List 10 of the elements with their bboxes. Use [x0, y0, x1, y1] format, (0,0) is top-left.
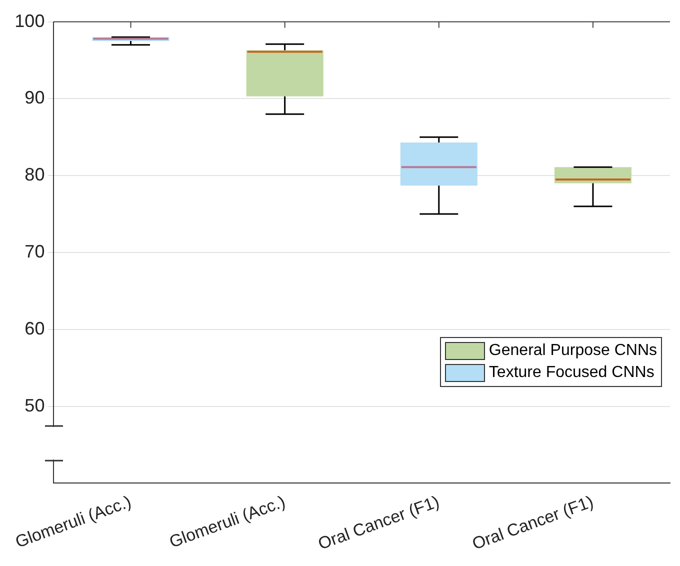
y-tick-label: 90 [24, 88, 45, 108]
y-tick-label: 60 [24, 318, 45, 338]
y-tick-label: 70 [24, 241, 45, 262]
y-tick-label: 80 [24, 164, 45, 185]
legend-label: General Purpose CNNs [488, 342, 657, 360]
y-tick-label: 100 [14, 10, 45, 31]
legend-label: Texture Focused CNNs [488, 364, 654, 382]
x-tick-label: Oral Cancer (F1) [470, 492, 596, 554]
y-tick-label: 50 [24, 395, 45, 416]
x-tick-label: Oral Cancer (F1) [316, 492, 442, 554]
